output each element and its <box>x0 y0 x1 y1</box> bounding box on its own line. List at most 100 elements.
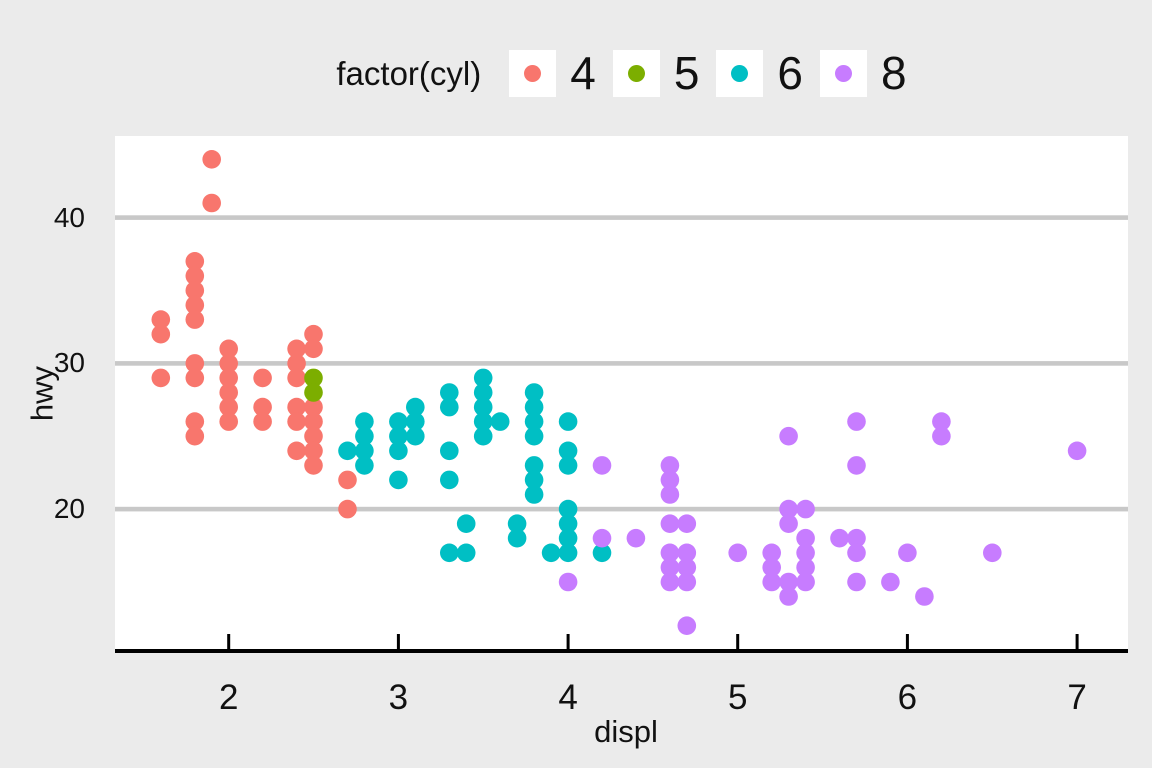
data-point-cyl4 <box>185 426 205 446</box>
data-point-cyl6 <box>558 412 578 431</box>
x-tick-label-3: 3 <box>388 678 409 717</box>
data-point-cyl8 <box>626 528 646 548</box>
legend: factor(cyl) 4 5 6 8 <box>115 50 1128 97</box>
data-point-cyl6 <box>389 470 408 490</box>
data-point-cyl4 <box>219 339 238 359</box>
gridline-y-30 <box>115 361 1128 366</box>
data-point-cyl6 <box>456 514 476 533</box>
data-point-cyl8 <box>677 616 697 635</box>
data-point-cyl6 <box>440 397 459 417</box>
data-point-cyl6 <box>355 412 374 431</box>
data-point-cyl4 <box>304 412 323 431</box>
data-point-cyl4 <box>338 470 357 490</box>
data-point-cyl4 <box>304 339 323 359</box>
point-swatch-icon <box>835 65 853 82</box>
x-axis-line <box>115 649 1128 653</box>
data-point-cyl8 <box>592 528 612 548</box>
data-point-cyl4 <box>304 324 323 344</box>
data-point-cyl6 <box>473 397 493 417</box>
data-point-cyl8 <box>796 558 815 577</box>
data-point-cyl8 <box>915 587 934 606</box>
data-point-cyl4 <box>338 499 357 519</box>
data-point-cyl8 <box>660 514 680 533</box>
data-point-cyl8 <box>660 485 680 504</box>
data-point-cyl6 <box>524 485 544 504</box>
data-point-cyl4 <box>185 310 205 329</box>
data-point-cyl8 <box>796 543 815 563</box>
data-point-cyl6 <box>389 412 408 431</box>
data-point-cyl4 <box>151 368 171 388</box>
data-point-cyl8 <box>847 456 866 475</box>
data-point-cyl4 <box>219 412 238 431</box>
data-point-cyl4 <box>151 324 171 344</box>
data-point-cyl8 <box>660 543 680 563</box>
legend-entry-cyl8: 8 <box>820 50 907 97</box>
data-point-cyl6 <box>456 543 476 563</box>
x-tick-mark-4 <box>566 634 570 649</box>
data-point-cyl4 <box>202 193 221 213</box>
data-point-cyl6 <box>558 528 578 548</box>
data-point-cyl6 <box>440 383 459 402</box>
data-point-cyl8 <box>762 558 781 577</box>
data-point-cyl6 <box>541 543 561 563</box>
data-point-cyl8 <box>660 456 680 475</box>
data-point-cyl8 <box>830 528 849 548</box>
data-point-cyl8 <box>558 572 578 592</box>
data-point-cyl4 <box>185 354 205 373</box>
data-point-cyl8 <box>677 514 697 533</box>
data-point-cyl8 <box>796 499 815 519</box>
data-point-cyl6 <box>524 397 544 417</box>
legend-entry-cyl5: 5 <box>612 50 699 97</box>
data-point-cyl4 <box>253 412 272 431</box>
data-point-cyl6 <box>440 441 459 461</box>
data-point-cyl6 <box>389 426 408 446</box>
legend-title: factor(cyl) <box>336 54 482 92</box>
data-point-cyl6 <box>558 499 578 519</box>
x-tick-mark-3 <box>396 634 400 649</box>
data-point-cyl8 <box>847 572 866 592</box>
data-point-cyl6 <box>558 514 578 533</box>
data-point-cyl6 <box>592 543 612 563</box>
data-point-cyl6 <box>558 456 578 475</box>
data-point-cyl8 <box>779 587 798 606</box>
data-point-cyl6 <box>490 412 510 431</box>
point-swatch-icon <box>524 65 542 82</box>
data-point-cyl4 <box>253 368 272 388</box>
data-point-cyl8 <box>779 514 798 533</box>
data-point-cyl6 <box>355 441 374 461</box>
data-point-cyl8 <box>677 572 697 592</box>
legend-label: 4 <box>570 47 596 99</box>
data-point-cyl6 <box>355 456 374 475</box>
legend-entry-cyl6: 6 <box>716 50 803 97</box>
data-point-cyl4 <box>304 426 323 446</box>
data-point-cyl6 <box>524 470 544 490</box>
data-point-cyl4 <box>219 368 238 388</box>
data-point-cyl8 <box>592 456 612 475</box>
data-point-cyl6 <box>507 528 527 548</box>
data-point-cyl4 <box>219 397 238 417</box>
data-point-cyl6 <box>406 426 425 446</box>
x-tick-mark-2 <box>227 634 231 649</box>
data-point-cyl6 <box>524 383 544 402</box>
x-tick-label-6: 6 <box>897 678 918 717</box>
legend-label: 8 <box>881 47 907 99</box>
data-point-cyl4 <box>287 441 306 461</box>
y-tick-label-20: 20 <box>53 493 85 525</box>
data-point-cyl8 <box>932 426 951 446</box>
y-tick-label-30: 30 <box>53 347 85 379</box>
gridline-y-40 <box>115 215 1128 220</box>
data-point-cyl8 <box>779 426 798 446</box>
data-point-cyl6 <box>338 441 357 461</box>
data-point-cyl4 <box>304 441 323 461</box>
data-point-cyl8 <box>898 543 917 563</box>
data-point-cyl4 <box>287 397 306 417</box>
data-point-cyl8 <box>677 543 697 563</box>
data-point-cyl6 <box>440 470 459 490</box>
data-point-cyl8 <box>847 412 866 431</box>
data-point-cyl6 <box>524 456 544 475</box>
x-tick-label-7: 7 <box>1067 678 1087 717</box>
data-point-cyl8 <box>796 572 815 592</box>
data-point-cyl8 <box>847 543 866 563</box>
data-point-cyl6 <box>355 426 374 446</box>
